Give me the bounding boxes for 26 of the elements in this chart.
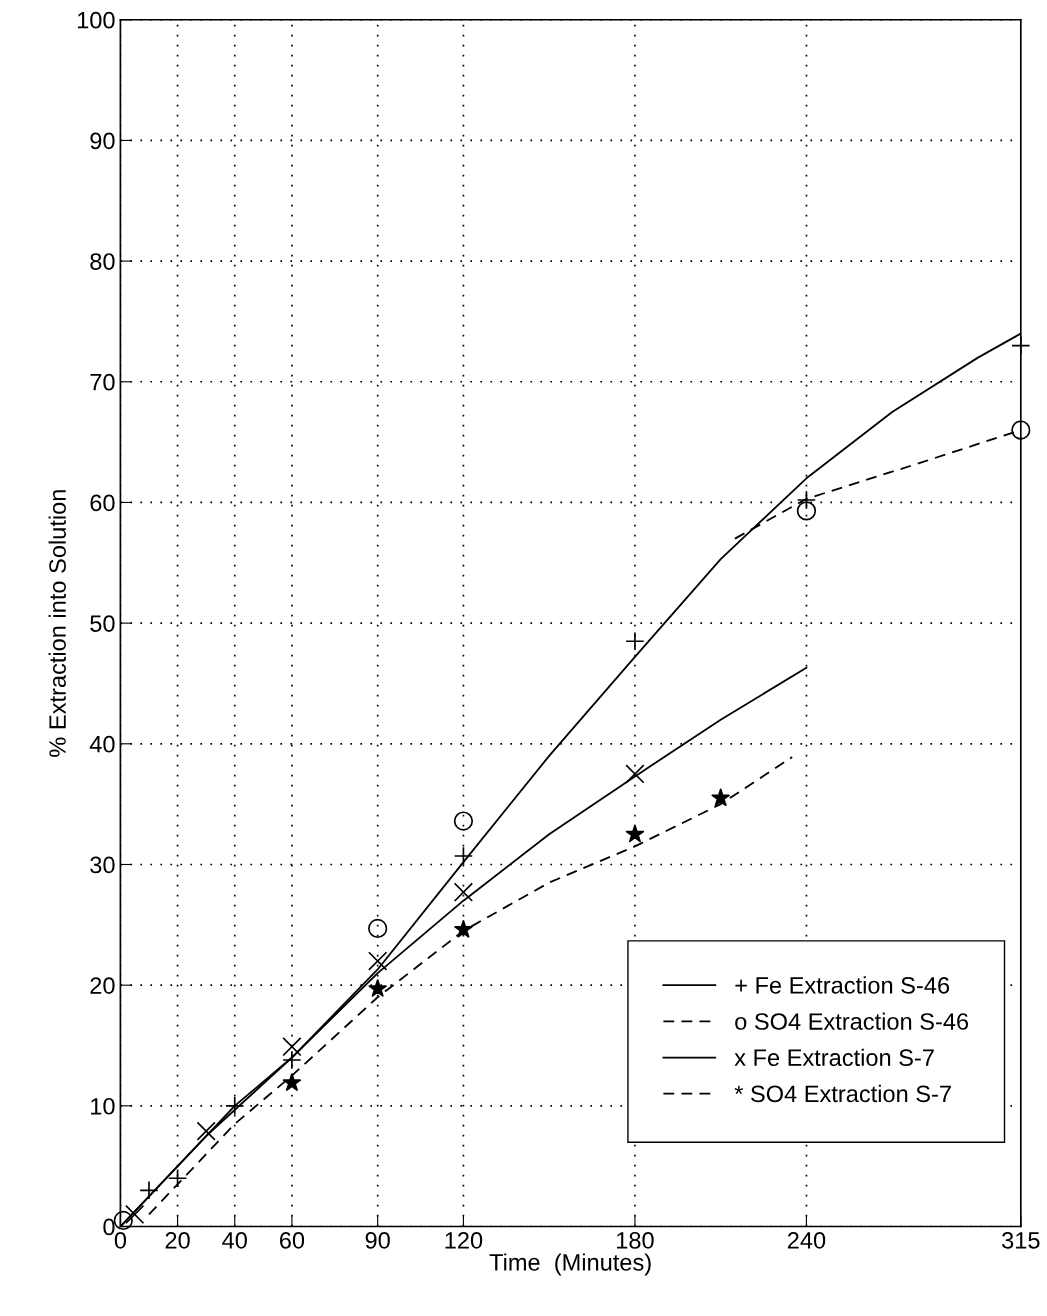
x-axis-title: Time (Minutes)	[489, 1253, 651, 1276]
y-tick-label: 0	[103, 1218, 115, 1236]
y-tick-label: 90	[90, 132, 115, 150]
y-tick-label: 20	[90, 977, 115, 994]
x-tick-label: 60	[279, 1232, 305, 1249]
x-tick-label: 180	[617, 1232, 654, 1249]
x-tick-label: 40	[222, 1232, 247, 1249]
y-tick-label: 50	[90, 615, 115, 632]
y-tick-label: 60	[90, 494, 115, 512]
y-tick-label: 70	[90, 373, 115, 391]
x-tick-label: 20	[165, 1232, 190, 1249]
x-tick-label: 120	[445, 1232, 483, 1249]
legend-label: * SO4 Extraction S-7	[734, 1084, 951, 1103]
x-tick-label: 315	[1002, 1232, 1040, 1249]
y-tick-label: 30	[90, 856, 115, 874]
y-axis-title: % Extraction into Solution	[48, 490, 66, 757]
x-tick-label: 0	[114, 1232, 127, 1249]
y-tick-label: 10	[91, 1097, 115, 1115]
y-tick-label: 40	[89, 735, 115, 753]
legend-label: o SO4 Extraction S-46	[735, 1012, 969, 1030]
legend-label: + Fe Extraction S-46	[735, 976, 950, 994]
legend-label: x Fe Extraction S-7	[734, 1048, 934, 1067]
x-tick-label: 90	[365, 1232, 390, 1249]
y-tick-label: 100	[77, 11, 115, 29]
y-tick-label: 80	[90, 253, 115, 270]
x-tick-label: 240	[787, 1232, 826, 1249]
